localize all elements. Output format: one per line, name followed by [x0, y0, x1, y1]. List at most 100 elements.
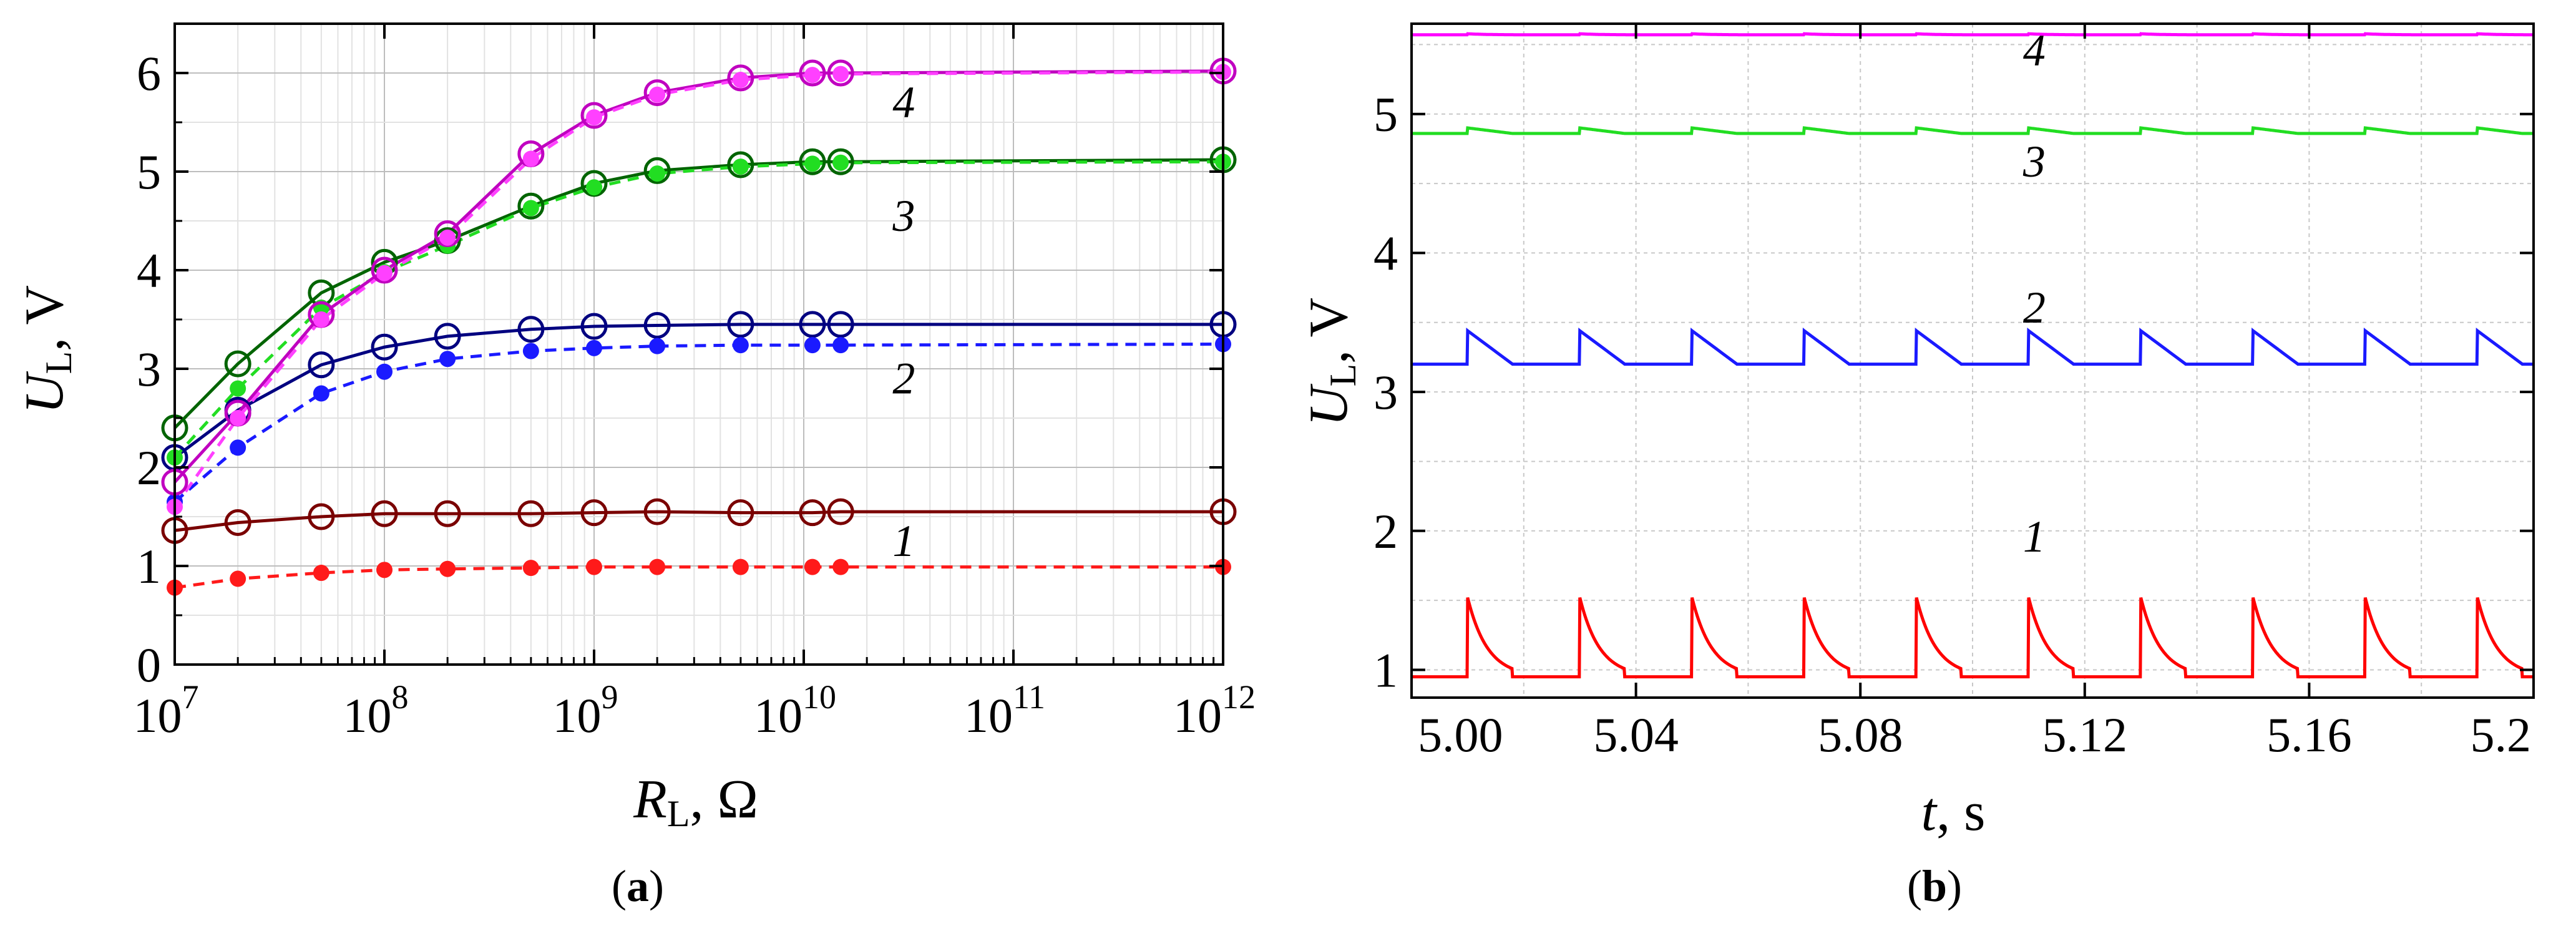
data-point [832, 337, 849, 354]
data-point [376, 363, 393, 380]
data-point [832, 66, 849, 82]
curve-label: 3 [2022, 137, 2046, 187]
data-series [161, 57, 1237, 596]
data-point [230, 410, 246, 426]
data-point [434, 323, 461, 350]
data-point [643, 157, 671, 184]
data-point [522, 560, 539, 577]
y-tick-label: 3 [1373, 365, 1398, 419]
data-point [643, 498, 671, 525]
data-point [308, 503, 335, 530]
data-point [522, 343, 539, 359]
x-axis-label: t, s [1921, 782, 1986, 842]
curve-labels: 1 2 3 4 [2022, 26, 2046, 562]
x-tick-label: 5.04 [1593, 708, 1679, 762]
series-line [1412, 328, 2534, 366]
data-point [827, 59, 854, 87]
curve-label: 3 [892, 191, 915, 241]
data-series [1412, 32, 2534, 679]
x-tick-label: 1011 [964, 678, 1045, 743]
series-line [1412, 126, 2534, 135]
curve-label: 1 [892, 516, 915, 566]
plot-frame [1410, 22, 2535, 699]
data-point [832, 558, 849, 575]
x-tick-base: 10 [134, 688, 182, 743]
panel-label-a: (a) [612, 861, 664, 911]
axis-ticks: 1 2 3 4 5 5.00 5.04 5.08 5.12 5.16 5.2 [1373, 24, 2535, 762]
x-tick-exponent: 8 [392, 678, 409, 716]
data-point [522, 200, 539, 217]
data-point [727, 311, 754, 338]
y-tick-label: 6 [137, 46, 161, 100]
x-tick-label: 1010 [754, 678, 836, 743]
data-point [649, 165, 666, 182]
data-point [804, 155, 821, 172]
curve-label: 4 [2023, 26, 2046, 76]
data-point [804, 337, 821, 354]
data-point [522, 150, 539, 167]
panel-label-letter: b [1922, 861, 1947, 911]
data-point [230, 570, 246, 587]
series-line [173, 323, 1223, 459]
grid-lines [174, 24, 1223, 665]
y-axis-label-main: U [1299, 383, 1359, 426]
x-tick-base: 10 [343, 688, 392, 743]
y-axis-label: UL, V [14, 285, 79, 414]
data-point [439, 560, 456, 577]
data-point [649, 558, 666, 575]
series-line [1412, 32, 2534, 37]
data-point [230, 380, 246, 397]
data-point [224, 350, 251, 378]
data-point [230, 439, 246, 456]
x-axis-label-main: t [1921, 782, 1938, 842]
y-tick-label: 2 [137, 441, 161, 495]
panel-label-close: ) [649, 861, 664, 911]
data-point [799, 59, 826, 87]
data-point [804, 67, 821, 84]
data-point [313, 311, 329, 328]
data-point [517, 192, 545, 220]
x-axis-label-sub: L [667, 793, 690, 834]
data-point [376, 562, 393, 578]
data-point [580, 102, 608, 129]
x-axis-label: RL, Ω [633, 769, 758, 834]
x-tick-label: 109 [553, 678, 618, 743]
panel-label-b: (b) [1907, 861, 1962, 911]
y-tick-label: 5 [1373, 87, 1398, 142]
data-point [434, 500, 461, 527]
data-point [371, 333, 398, 361]
data-point [439, 229, 456, 246]
x-axis-label-unit: , Ω [690, 769, 758, 830]
x-tick-label: 107 [134, 678, 199, 743]
y-axis-label-sub: L [1322, 364, 1364, 387]
series-line [1412, 597, 2534, 679]
curve-label: 2 [2023, 283, 2046, 333]
data-point [439, 351, 456, 368]
x-tick-exponent: 11 [1013, 678, 1045, 716]
grid-lines [1412, 24, 2534, 698]
data-point [517, 500, 545, 527]
plot-frame [173, 22, 1224, 666]
x-tick-label: 5.08 [1818, 708, 1903, 762]
series-line [174, 510, 1223, 532]
data-point [727, 499, 754, 527]
data-point [371, 256, 398, 284]
data-point [727, 151, 754, 178]
data-point [827, 498, 854, 525]
x-tick-exponent: 10 [803, 678, 836, 716]
data-point [580, 313, 608, 340]
data-point [643, 79, 671, 107]
data-point [827, 148, 854, 175]
y-axis-label-sub: L [38, 351, 79, 374]
y-tick-label: 4 [137, 243, 161, 298]
y-tick-label: 1 [1373, 643, 1398, 697]
y-tick-label: 5 [137, 145, 161, 199]
data-point [580, 499, 608, 527]
data-point [804, 558, 821, 575]
curve-label: 4 [892, 77, 915, 127]
x-axis-label-unit: , s [1936, 782, 1985, 842]
data-point [827, 311, 854, 338]
data-point [313, 565, 329, 582]
